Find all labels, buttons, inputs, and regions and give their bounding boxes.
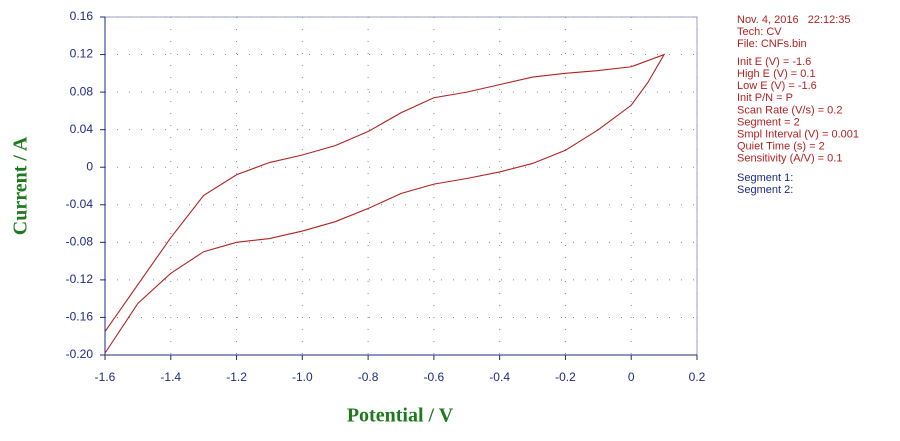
x-tick-label: -1.6 [95,370,116,384]
y-tick-label: 0.08 [70,84,94,98]
y-tick-label: 0.16 [70,9,94,23]
x-tick-label: -1.2 [226,370,247,384]
y-tick-label: 0 [86,159,93,173]
x-axis-label: Potential / V [347,405,454,427]
y-tick-label: 0.04 [70,122,94,136]
x-tick-label: 0.2 [689,370,706,384]
x-tick-label: -0.4 [489,370,510,384]
x-tick-label: -0.2 [555,370,576,384]
y-tick-label: -0.12 [66,272,94,286]
info-line: Nov. 4, 2016 22:12:35 [737,14,851,26]
info-line: High E (V) = 0.1 [737,68,816,80]
y-tick-label: -0.16 [66,310,94,324]
info-line: Segment 1: [737,172,793,184]
y-tick-label: 0.12 [70,47,94,61]
y-axis-label: Current / A [10,136,32,235]
info-line: Sensitivity (A/V) = 0.1 [737,153,842,165]
info-line: Segment 2: [737,184,793,196]
info-line: Tech: CV [737,26,782,38]
info-line: Segment = 2 [737,116,800,128]
y-tick-label: -0.04 [66,197,94,211]
x-tick-label: -1.4 [160,370,181,384]
info-line: Init E (V) = -1.6 [737,56,811,68]
y-tick-label: -0.20 [66,347,94,361]
info-line: Init P/N = P [737,92,793,104]
x-tick-label: -0.6 [424,370,445,384]
x-tick-label: -0.8 [358,370,379,384]
x-tick-label: 0 [628,370,635,384]
info-line: Low E (V) = -1.6 [737,80,817,92]
info-line: Scan Rate (V/s) = 0.2 [737,104,842,116]
info-line: File: CNFs.bin [737,38,807,50]
cv-curve [104,53,666,354]
y-tick-label: -0.08 [66,235,94,249]
x-tick-label: -1.0 [292,370,313,384]
info-line: Quiet Time (s) = 2 [737,141,825,153]
info-line: Smpl Interval (V) = 0.001 [737,129,859,141]
plot-frame [104,16,698,356]
